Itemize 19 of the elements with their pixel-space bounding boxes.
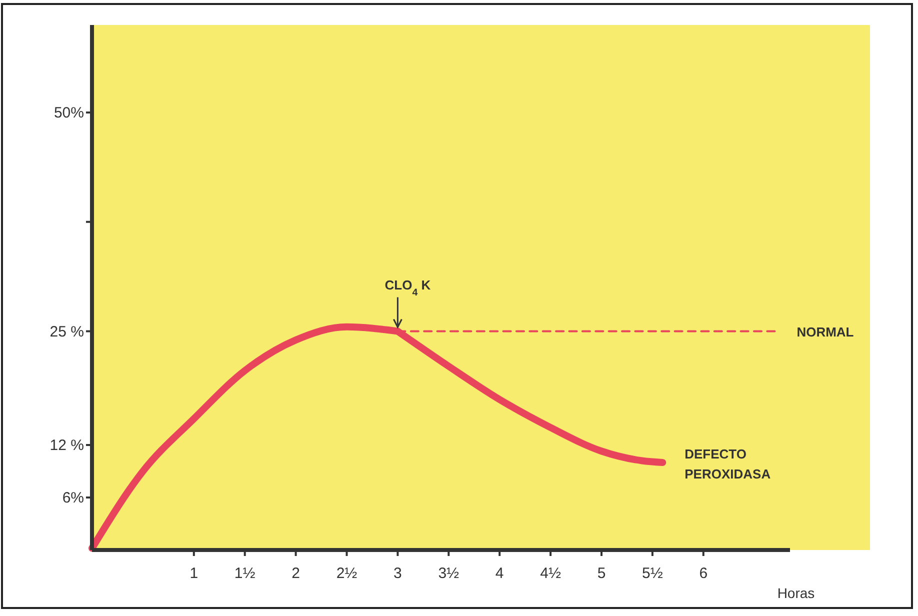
y-tick-label: 25 %	[50, 323, 84, 340]
y-tick-label: 12 %	[50, 437, 84, 454]
annotation: CLO$_{4}$ K	[384, 277, 432, 298]
x-tick-label: 4½	[540, 565, 562, 582]
x-tick-label: 2½	[336, 565, 358, 582]
x-axis-title: Horas	[777, 585, 815, 601]
x-tick-label: 2	[292, 565, 300, 582]
series-label: NORMAL	[796, 324, 854, 340]
x-tick-label: 4	[495, 565, 504, 582]
x-tick-label: 1	[190, 565, 198, 582]
x-tick-label: 5	[597, 565, 606, 582]
x-tick-label: 5½	[642, 565, 664, 582]
x-tick-label: 1½	[234, 565, 256, 582]
y-tick-label: 6%	[62, 490, 84, 506]
x-tick-label: 3	[394, 565, 402, 582]
y-tick-label: 50%	[54, 104, 84, 122]
x-tick-label: 6	[699, 565, 708, 582]
x-tick-label: 3½	[438, 565, 460, 582]
series-label: DEFECTO PEROXIDASA	[684, 446, 772, 482]
